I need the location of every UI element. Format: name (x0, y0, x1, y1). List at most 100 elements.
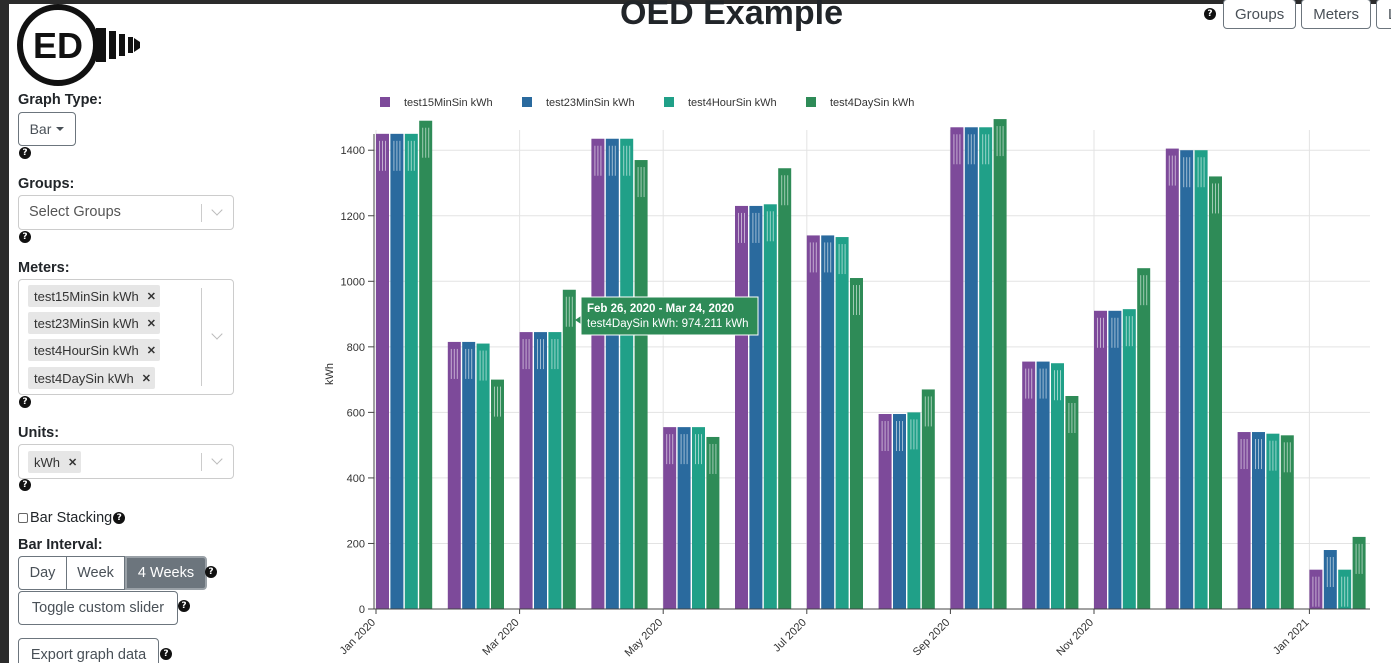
chart-bar[interactable] (677, 427, 691, 609)
chart-bar[interactable] (878, 414, 892, 609)
bar-stacking-checkbox[interactable] (18, 513, 28, 523)
nav-groups-button[interactable]: Groups (1223, 0, 1297, 29)
chart-bar[interactable] (591, 138, 605, 609)
export-graph-data-button[interactable]: Export graph data (18, 638, 159, 663)
legend-label[interactable]: test4DaySin kWh (830, 97, 914, 109)
x-icon[interactable]: ✕ (146, 290, 156, 303)
chart-bar[interactable] (778, 168, 792, 609)
question-circle-icon[interactable]: ? (178, 600, 190, 612)
chart-bar[interactable] (1280, 435, 1294, 609)
chart-bar[interactable] (1209, 176, 1222, 609)
chart-bar[interactable] (390, 133, 404, 609)
bar-data-label (1240, 439, 1242, 470)
meter-chip: test4DaySin kWh ✕ (28, 367, 155, 389)
bar-data-label (844, 244, 846, 275)
question-circle-icon[interactable]: ? (1204, 8, 1216, 20)
interval-4weeks-button[interactable]: 4 Weeks (125, 556, 207, 590)
chart-bar[interactable] (921, 389, 935, 609)
chart-bar[interactable] (835, 237, 849, 609)
chart-bar[interactable] (605, 138, 619, 609)
chart-bar[interactable] (692, 427, 705, 609)
chart-bar[interactable] (1194, 150, 1208, 609)
chevron-down-icon[interactable] (211, 204, 223, 216)
bar-chart[interactable]: 0 200 400 600 800 1000 1200 1400 Jan 2020 Mar 202… (300, 88, 1391, 663)
chart-bar[interactable] (1065, 395, 1079, 609)
question-circle-icon[interactable]: ? (19, 231, 31, 243)
nav-more-button[interactable]: L (1376, 0, 1391, 29)
chart-bar[interactable] (763, 204, 777, 609)
interval-day-button[interactable]: Day (18, 556, 67, 590)
chart-bar[interactable] (964, 127, 978, 609)
question-circle-icon[interactable]: ? (160, 648, 172, 660)
chart-bar[interactable] (376, 133, 389, 609)
chart-bar[interactable] (491, 379, 504, 609)
chart-bar[interactable] (821, 235, 835, 609)
x-icon[interactable]: ✕ (141, 372, 151, 385)
chart-bar[interactable] (1108, 310, 1122, 609)
chart-bar[interactable] (806, 235, 820, 609)
question-circle-icon[interactable]: ? (205, 566, 217, 578)
chart-bar[interactable] (404, 133, 418, 609)
chart-bar[interactable] (634, 160, 648, 609)
question-circle-icon[interactable]: ? (113, 512, 126, 524)
chart-bar[interactable] (548, 332, 562, 609)
chart-bar[interactable] (1022, 361, 1036, 609)
chart-bar[interactable] (419, 120, 433, 610)
bar-data-label (425, 127, 427, 158)
toggle-slider-button[interactable]: Toggle custom slider (18, 591, 178, 625)
chart-bar[interactable] (1237, 432, 1251, 609)
chart-bar[interactable] (1252, 432, 1265, 609)
chart-bar[interactable] (447, 341, 461, 609)
chart-bar[interactable] (519, 332, 533, 609)
question-circle-icon[interactable]: ? (19, 396, 31, 408)
chart-bar[interactable] (1051, 363, 1064, 609)
chart-bar[interactable] (476, 343, 490, 609)
chart-bar[interactable] (979, 127, 993, 609)
chart-bar[interactable] (950, 127, 964, 609)
x-tick-label: Jan 2020 (338, 617, 378, 657)
chart-bar[interactable] (706, 436, 720, 609)
question-circle-icon[interactable]: ? (19, 147, 31, 159)
legend-swatch[interactable] (380, 97, 390, 107)
chart-bar[interactable] (907, 412, 921, 609)
chart-bar[interactable] (620, 138, 634, 609)
question-circle-icon[interactable]: ? (19, 479, 31, 491)
chart-bar[interactable] (1036, 361, 1050, 609)
chart-bar[interactable] (534, 332, 547, 609)
chart-bar[interactable] (1165, 148, 1179, 609)
groups-select[interactable]: Select Groups (18, 195, 234, 230)
x-icon[interactable]: ✕ (68, 456, 78, 469)
legend-swatch[interactable] (806, 97, 816, 107)
legend-label[interactable]: test23MinSin kWh (546, 97, 635, 109)
legend-label[interactable]: test4HourSin kWh (688, 97, 777, 109)
chart-bar[interactable] (1137, 268, 1151, 609)
legend-swatch[interactable] (522, 97, 532, 107)
oed-logo[interactable]: ED (16, 2, 142, 86)
chart-bar[interactable] (735, 205, 748, 610)
interval-week-button[interactable]: Week (67, 556, 125, 590)
chart-bar[interactable] (749, 205, 763, 610)
nav-meters-button[interactable]: Meters (1301, 0, 1372, 29)
x-icon[interactable]: ✕ (146, 317, 156, 330)
chart-bar[interactable] (1094, 310, 1107, 609)
x-icon[interactable]: ✕ (146, 344, 156, 357)
legend-label[interactable]: test15MinSin kWh (404, 97, 493, 109)
bar-data-label (1272, 440, 1274, 471)
units-select[interactable]: kWh ✕ (18, 444, 234, 479)
chart-bar[interactable] (993, 119, 1007, 609)
chart-bar[interactable] (850, 278, 863, 609)
chevron-down-icon[interactable] (211, 328, 223, 340)
chart-bar[interactable] (663, 427, 677, 609)
meters-select[interactable]: test15MinSin kWh ✕ test23MinSin kWh ✕ te… (18, 279, 234, 395)
chevron-down-icon[interactable] (211, 453, 223, 465)
graph-type-dropdown[interactable]: Bar (18, 112, 76, 146)
chart-bar[interactable] (562, 289, 576, 609)
select-separator (201, 288, 202, 386)
legend-swatch[interactable] (664, 97, 674, 107)
chart-bar[interactable] (1266, 433, 1280, 609)
chart-bar[interactable] (893, 414, 906, 609)
bar-data-label (766, 211, 768, 242)
chart-bar[interactable] (462, 341, 476, 609)
chart-bar[interactable] (1180, 150, 1194, 609)
chart-bar[interactable] (1122, 309, 1136, 609)
